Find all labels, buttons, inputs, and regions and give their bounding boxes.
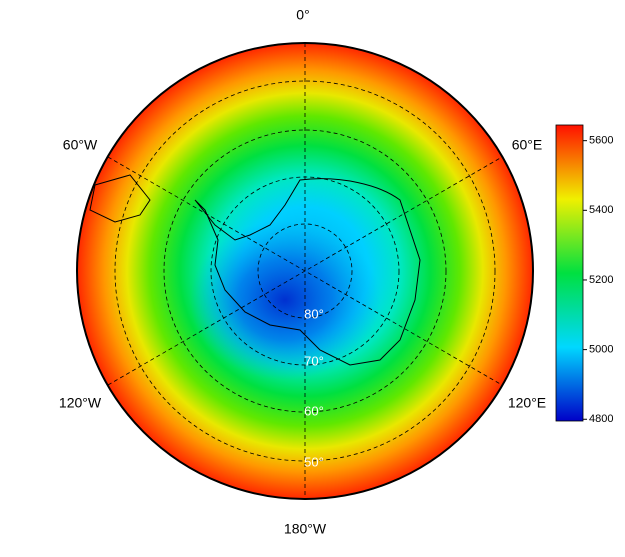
lat-label: 70° [304, 353, 324, 368]
lon-label: 60°E [512, 137, 543, 153]
lon-label: 120°E [508, 395, 546, 411]
lat-label: 60° [304, 403, 324, 418]
lat-label: 80° [304, 306, 324, 321]
graticule [107, 43, 503, 499]
colorbar-tick-label: 4800 [589, 413, 613, 425]
lon-label: 120°W [59, 395, 102, 411]
lat-label: 50° [304, 454, 324, 469]
lon-label: 0° [296, 7, 309, 23]
colorbar-tick-label: 5000 [589, 344, 613, 356]
lon-label: 60°W [63, 137, 98, 153]
colorbar-tick-label: 5400 [589, 204, 613, 216]
colorbar-tick-label: 5600 [589, 135, 613, 147]
lon-label: 180°W [284, 521, 327, 537]
map-border [76, 42, 534, 500]
colorbar-tick-label: 5200 [589, 274, 613, 286]
colorbar [555, 124, 584, 422]
